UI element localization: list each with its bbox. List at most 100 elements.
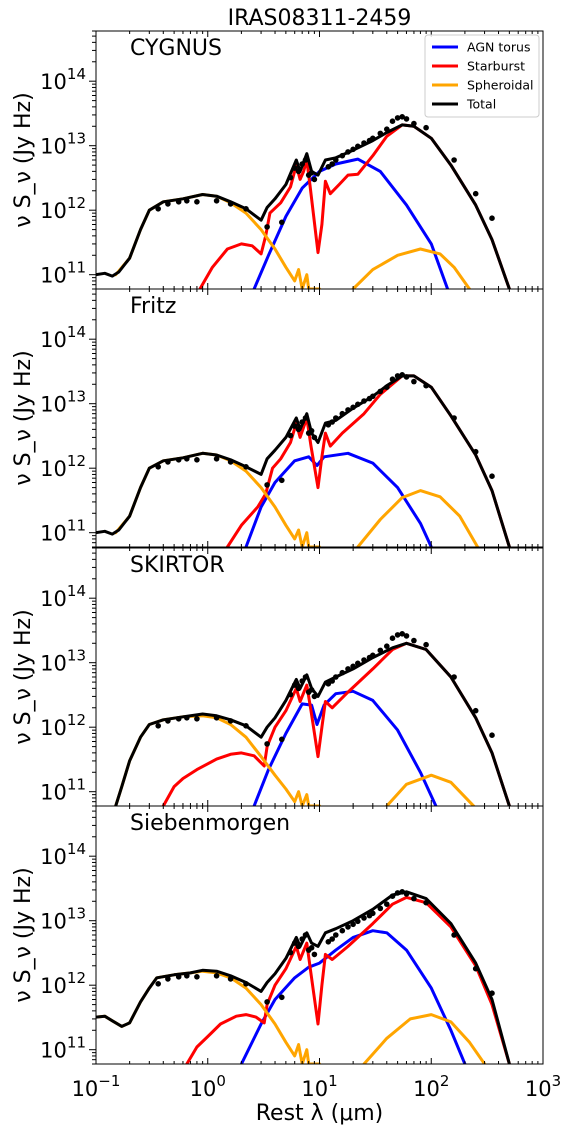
observed-point	[345, 407, 351, 413]
x-tick-base: 10	[72, 1077, 99, 1101]
y-tick-label: 1011	[40, 1034, 86, 1063]
observed-point	[227, 718, 234, 724]
y-tick-exponent: 14	[67, 65, 86, 83]
observed-point	[299, 161, 306, 167]
series-spheroidal-far-ir-line	[356, 489, 480, 547]
y-tick-label: 1011	[40, 517, 86, 546]
observed-point	[291, 940, 298, 946]
observed-point	[302, 674, 309, 680]
y-tick-base: 10	[40, 70, 67, 94]
observed-point	[370, 910, 376, 917]
y-tick-label: 1013	[40, 647, 86, 676]
x-tick-exponent: 0	[216, 1072, 226, 1090]
series-starburst-line	[185, 895, 511, 1064]
observed-point	[184, 456, 190, 462]
observed-point	[411, 637, 417, 644]
legend: AGN torus Starburst Spheroidal Total	[424, 34, 540, 118]
observed-point	[213, 456, 220, 462]
observed-point	[325, 422, 332, 428]
observed-point	[287, 174, 294, 181]
observed-point	[308, 687, 315, 693]
observed-point	[339, 669, 346, 676]
observed-point	[295, 168, 302, 175]
observed-point	[423, 124, 429, 131]
observed-point	[184, 973, 190, 979]
observed-point	[333, 932, 339, 938]
y-tick-label: 1011	[40, 776, 86, 805]
observed-point	[329, 678, 336, 684]
observed-point	[213, 715, 220, 721]
y-tick-exponent: 13	[67, 388, 86, 406]
observed-point	[339, 152, 346, 159]
y-axis-label: ν S_ν (Jy Hz)	[11, 867, 36, 1002]
panel-frame	[95, 547, 544, 807]
observed-point	[345, 666, 351, 672]
observed-point	[264, 482, 270, 488]
observed-point	[389, 635, 396, 641]
observed-point	[384, 901, 390, 907]
observed-point	[472, 448, 479, 455]
observed-point	[403, 116, 410, 122]
observed-point	[411, 378, 417, 385]
panel-label: SKIRTOR	[130, 553, 225, 578]
y-tick-base: 10	[40, 1039, 67, 1063]
panel-label: Siebenmorgen	[130, 811, 290, 836]
observed-point	[345, 924, 351, 930]
y-axis-label: ν S_ν (Jy Hz)	[11, 609, 36, 744]
y-tick-exponent: 12	[67, 711, 86, 729]
observed-point	[333, 157, 339, 163]
observed-point	[399, 631, 406, 637]
observed-point	[329, 161, 336, 167]
y-tick-base: 10	[40, 845, 67, 869]
y-tick-base: 10	[40, 457, 67, 481]
panel-label: Fritz	[130, 294, 176, 319]
observed-point	[377, 130, 384, 137]
observed-point	[295, 685, 302, 692]
observed-point	[350, 921, 356, 928]
y-axis-label: ν S_ν (Jy Hz)	[11, 92, 36, 227]
x-tick-label: 10−1	[72, 1072, 121, 1101]
y-tick-base: 10	[40, 393, 67, 417]
observed-point	[411, 120, 417, 127]
observed-point	[227, 976, 234, 982]
observed-point	[339, 410, 346, 417]
observed-point	[403, 891, 410, 897]
y-tick-base: 10	[40, 328, 67, 352]
panel-label: CYGNUS	[130, 36, 222, 61]
observed-point	[370, 652, 376, 659]
observed-point	[279, 477, 285, 484]
observed-point	[155, 206, 161, 212]
y-tick-label: 1012	[40, 969, 86, 998]
observed-point	[279, 736, 285, 743]
observed-point	[311, 176, 318, 183]
observed-point	[325, 939, 332, 945]
y-tick-exponent: 12	[67, 452, 86, 470]
observed-point	[472, 707, 479, 714]
series-total-line	[96, 890, 511, 1064]
observed-point	[165, 718, 171, 724]
observed-point	[243, 206, 249, 212]
x-tick-label: 102	[413, 1072, 449, 1101]
observed-point	[155, 981, 161, 987]
observed-point	[370, 393, 376, 400]
observed-point	[194, 199, 200, 205]
legend-label: Spheroidal	[467, 78, 534, 93]
y-axis-label: ν S_ν (Jy Hz)	[11, 350, 36, 485]
x-tick-exponent: 1	[328, 1072, 338, 1090]
x-tick-label: 100	[190, 1072, 226, 1101]
observed-point	[299, 419, 306, 425]
observed-point	[355, 143, 361, 150]
observed-point	[399, 889, 406, 895]
observed-point	[472, 190, 479, 197]
legend-label: Total	[466, 97, 496, 112]
observed-point	[451, 415, 457, 421]
y-tick-base: 10	[40, 522, 67, 546]
observed-point	[489, 732, 495, 738]
x-axis-label: Rest λ (μm)	[256, 1101, 384, 1126]
observed-point	[165, 201, 171, 207]
observed-point	[291, 682, 298, 688]
legend-label: Starburst	[467, 59, 525, 74]
observed-point	[345, 149, 351, 155]
observed-point	[411, 895, 417, 902]
